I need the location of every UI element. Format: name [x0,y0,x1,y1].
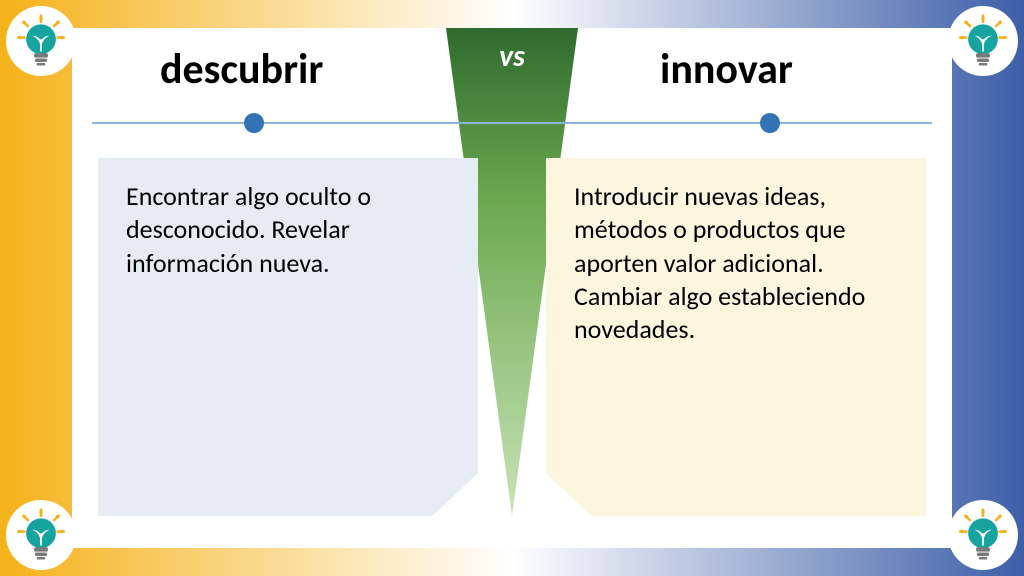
corner-badge-bottom-left [6,500,76,570]
definition-text-right: Introducir nuevas ideas, métodos o produ… [574,180,898,346]
lightbulb-idea-icon [955,507,1011,563]
divider-line [92,122,932,124]
definition-text-left: Encontrar algo oculto o desconocido. Rev… [126,180,450,280]
heading-left: descubrir [160,44,323,95]
corner-badge-top-right [948,6,1018,76]
divider-dot-right [760,113,780,133]
lightbulb-idea-icon [13,507,69,563]
corner-badge-top-left [6,6,76,76]
definition-panel-left: Encontrar algo oculto o desconocido. Rev… [98,158,478,516]
definition-panel-right: Introducir nuevas ideas, métodos o produ… [546,158,926,516]
heading-right: innovar [660,44,793,95]
slide-stage: vs descubrir innovar Encontrar algo ocul… [0,0,1024,576]
lightbulb-idea-icon [13,13,69,69]
corner-badge-bottom-right [948,500,1018,570]
lightbulb-idea-icon [955,13,1011,69]
divider-dot-left [244,113,264,133]
vs-label: vs [499,38,525,75]
